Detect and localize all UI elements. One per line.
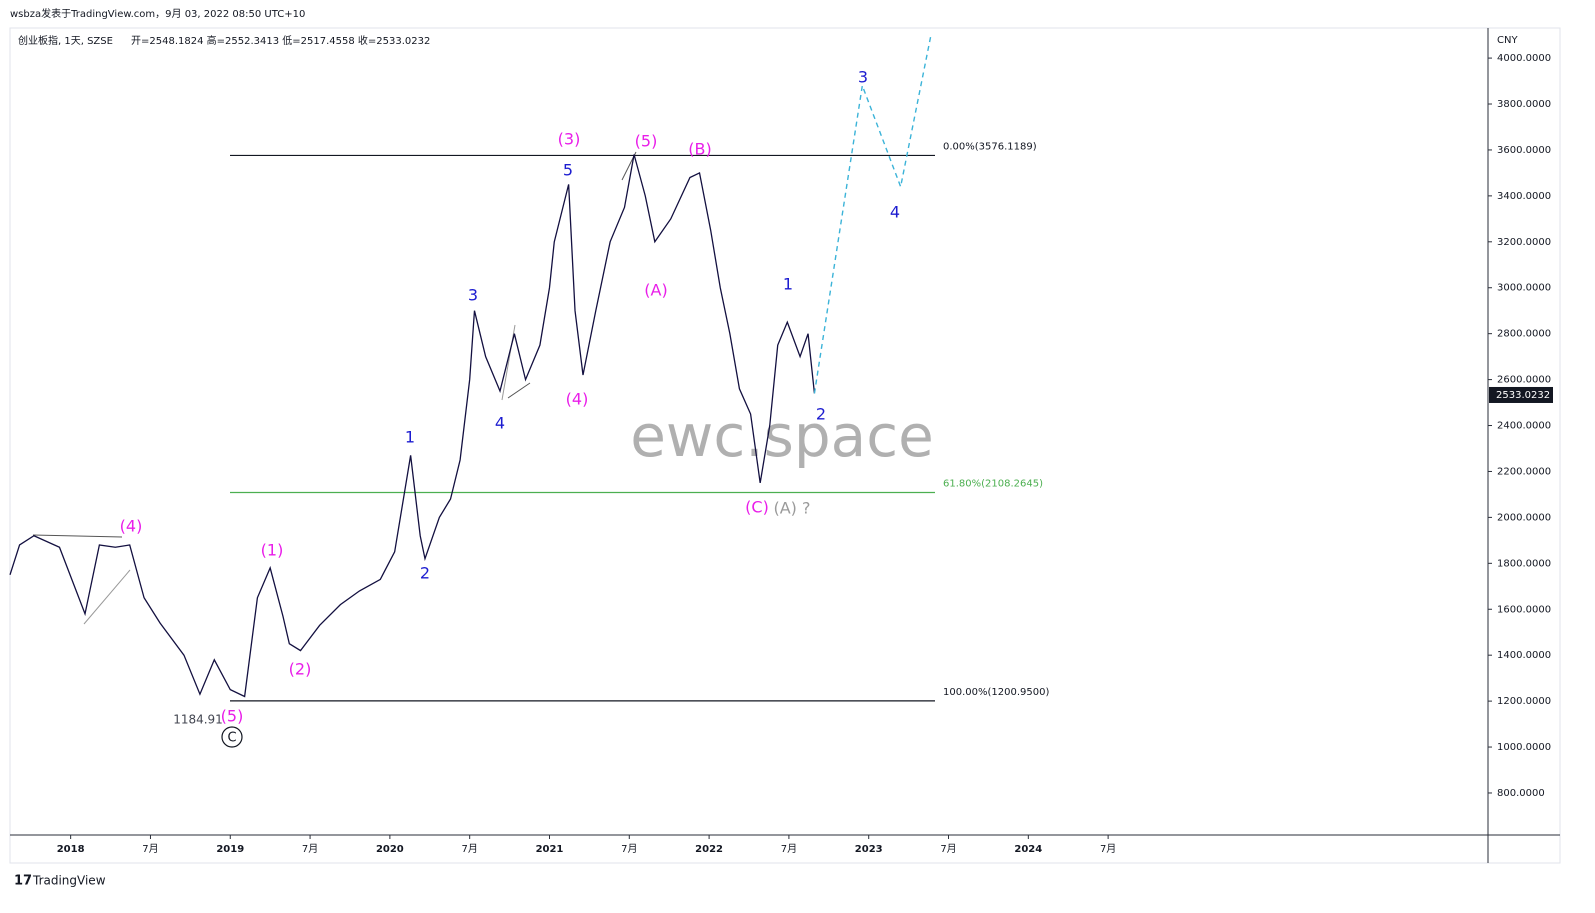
wave-label: 4 <box>890 203 900 222</box>
wave-label: 1 <box>405 428 415 447</box>
projection-line <box>813 34 932 394</box>
y-tick-label: 2400.0000 <box>1497 421 1551 432</box>
wave-label: (4) <box>120 517 143 536</box>
wave-label: 5 <box>563 161 573 180</box>
x-tick-label: 2024 <box>1014 844 1042 855</box>
wave-circle <box>221 726 243 748</box>
x-tick-label: 2021 <box>536 844 564 855</box>
wave-label: (4) <box>566 390 589 409</box>
y-tick-label: 1800.0000 <box>1497 558 1551 569</box>
trendline <box>32 534 123 538</box>
wave-label: (B) <box>688 140 711 159</box>
x-tick-label: 2018 <box>57 844 85 855</box>
y-tick-label: 3200.0000 <box>1497 237 1551 248</box>
wave-label: 3 <box>858 68 868 87</box>
trendline <box>507 382 531 399</box>
y-tick-label: 2800.0000 <box>1497 329 1551 340</box>
wave-label: (5) <box>221 707 244 726</box>
last-price-label: 2533.0232 <box>1496 390 1550 401</box>
watermark: ewc.space <box>630 402 934 470</box>
wave-label: (A) ? <box>773 499 810 518</box>
x-tick-label: 7月 <box>1100 843 1116 855</box>
y-tick-label: 800.0000 <box>1497 788 1545 799</box>
trendline <box>83 569 131 625</box>
wave-label: 2 <box>816 405 826 424</box>
price-line <box>9 154 816 698</box>
footer: TradingView <box>32 874 106 888</box>
x-tick-label: 2022 <box>695 844 723 855</box>
y-tick-label: 3800.0000 <box>1497 99 1551 110</box>
wave-label: (1) <box>261 541 284 560</box>
y-tick-label: 3600.0000 <box>1497 145 1551 156</box>
wave-label: 1 <box>783 275 793 294</box>
x-tick-label: 7月 <box>461 843 477 855</box>
y-tick-label: 2200.0000 <box>1497 466 1551 477</box>
wave-label: (3) <box>558 130 581 149</box>
last-price-box <box>1489 386 1553 403</box>
x-tick-label: 7月 <box>781 843 797 855</box>
wave-label: C <box>227 731 236 746</box>
ohlc: 开=2548.1824 高=2552.3413 低=2517.4558 收=25… <box>131 34 430 47</box>
publisher: wsbza发表于TradingView.com，9月 03, 2022 08:5… <box>10 7 305 20</box>
panel-border <box>9 27 1561 864</box>
fib-label: 100.00%(1200.9500) <box>943 687 1049 698</box>
y-tick-label: 1600.0000 <box>1497 604 1551 615</box>
x-tick-label: 7月 <box>621 843 637 855</box>
y-tick-label: 3400.0000 <box>1497 191 1551 202</box>
x-tick-label: 2019 <box>216 844 244 855</box>
y-tick-label: 3000.0000 <box>1497 283 1551 294</box>
x-tick-label: 7月 <box>940 843 956 855</box>
y-tick-label: 1200.0000 <box>1497 696 1551 707</box>
wave-label: (5) <box>635 132 658 151</box>
x-tick-label: 7月 <box>302 843 318 855</box>
fib-label: 0.00%(3576.1189) <box>943 141 1037 152</box>
y-tick-label: 4000.0000 <box>1497 53 1551 64</box>
wave-label: 4 <box>495 414 505 433</box>
wave-label: 2 <box>420 564 430 583</box>
y-tick-label: 1400.0000 <box>1497 650 1551 661</box>
y-tick-label: 2600.0000 <box>1497 375 1551 386</box>
symbol: 创业板指, 1天, SZSE <box>18 34 113 47</box>
x-tick-label: 7月 <box>142 843 158 855</box>
fib-label: 61.80%(2108.2645) <box>943 479 1043 490</box>
x-tick-label: 2020 <box>376 844 404 855</box>
wave-label: (A) <box>644 281 667 300</box>
wave-label: 3 <box>468 286 478 305</box>
logo-mark: 𝟭𝟳 <box>14 874 32 889</box>
wave-label: (2) <box>289 660 312 679</box>
y-tick-label: 1000.0000 <box>1497 742 1551 753</box>
x-tick-label: 2023 <box>855 844 883 855</box>
wave-label: (C) <box>745 498 769 517</box>
wave-label: 1184.91 <box>173 713 223 727</box>
currency: CNY <box>1497 35 1518 46</box>
y-tick-label: 2000.0000 <box>1497 512 1551 523</box>
